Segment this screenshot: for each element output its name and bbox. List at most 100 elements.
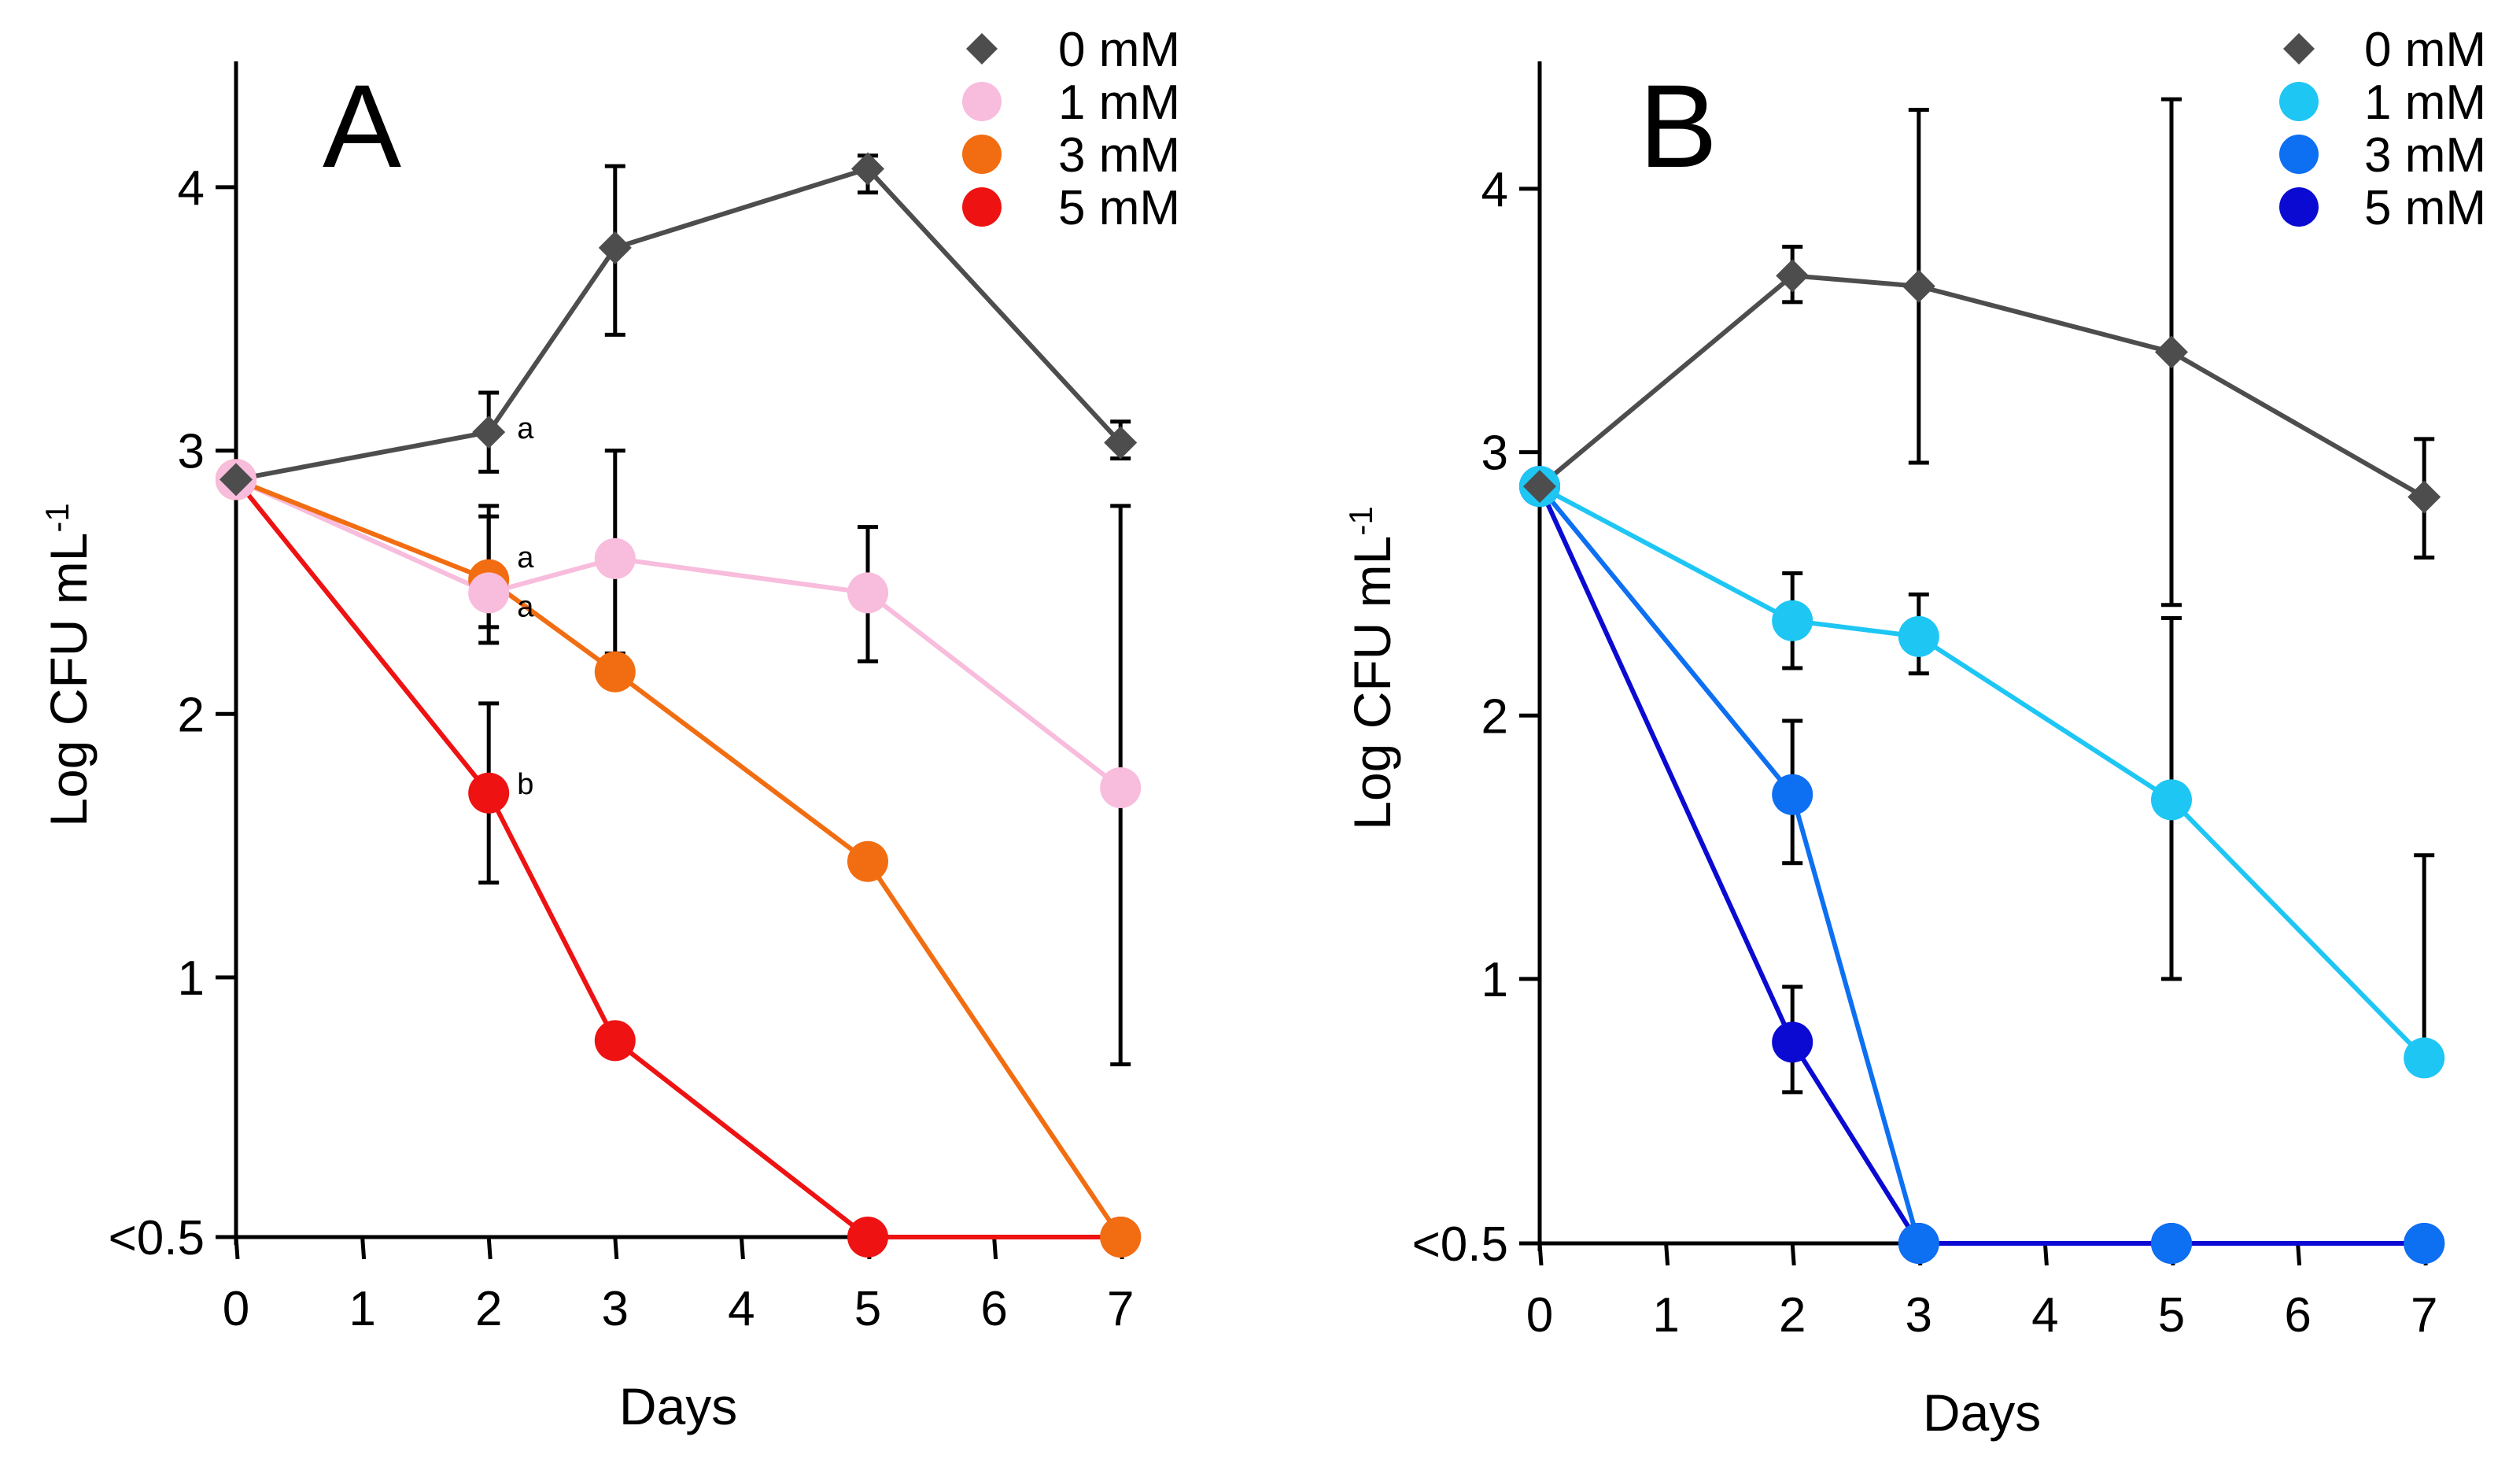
x-tick [613,1236,619,1260]
x-tick-label: 1 [1652,1288,1679,1343]
data-point [220,463,253,497]
data-point [594,537,636,579]
x-axis-title: Days [1923,1383,2041,1442]
y-axis-title: Log CFU mL-1 [39,503,98,826]
x-tick [234,1236,240,1260]
data-point [594,651,636,693]
data-point [1902,269,1935,303]
x-tick [360,1236,367,1260]
data-point [1523,470,1556,504]
x-tick-label: 4 [2031,1288,2058,1343]
panel-label: A [323,60,401,192]
data-point [1898,615,1939,657]
series-line [234,478,1121,1239]
x-tick-label: 0 [223,1282,249,1336]
data-point [2407,480,2441,514]
x-tick-label: 5 [854,1282,881,1336]
data-point [594,1020,636,1062]
x-tick [992,1236,998,1260]
x-tick-label: 3 [602,1282,629,1336]
y-tick-label: 3 [178,425,205,479]
data-point [2151,779,2192,821]
data-point [1772,774,1813,815]
y-tick-label: <0.5 [1412,1217,1508,1272]
series-line [1538,273,2426,500]
legend-label: 3 mM [2364,128,2486,183]
data-point [468,772,510,814]
panel-b: <0.5 1 2 3 4 0 1 2 3 4 5 6 7 Days Log CFU mL-1 B 0 mM1 m… [1342,23,2487,1442]
legend-label: 5 mM [2364,181,2486,235]
y-tick-label: <0.5 [109,1211,205,1265]
legend-marker [962,187,1002,227]
x-tick [1790,1243,1796,1266]
x-tick-label: 5 [2158,1288,2185,1343]
legend-marker [2279,187,2319,227]
y-tick-label: 4 [178,161,205,216]
significance-letter: a [517,541,534,574]
data-point [847,840,888,882]
legend-marker [2283,33,2315,65]
x-tick [2042,1243,2049,1266]
series-line [1538,484,2426,1060]
data-point [851,152,884,186]
y-axis-title-superscript: -1 [39,503,76,532]
x-axis-title: Days [619,1377,737,1435]
legend-label: 0 mM [2364,23,2486,77]
x-tick-label: 2 [1779,1288,1806,1343]
data-point [847,572,888,614]
data-point [2404,1037,2445,1079]
y-tick-label: 2 [1481,689,1508,744]
legend-label: 3 mM [1058,128,1180,183]
y-tick-label: 2 [178,688,205,742]
x-tick-label: 4 [728,1282,755,1336]
x-tick-label: 7 [2411,1288,2437,1343]
data-point [2155,335,2188,369]
data-point [1772,1021,1813,1063]
x-tick [739,1236,745,1260]
x-tick-label: 6 [2284,1288,2311,1343]
data-point [598,231,632,264]
legend-label: 5 mM [1058,181,1180,235]
data-point [1772,600,1813,641]
series-line [1537,485,2425,1246]
x-tick-label: 1 [349,1282,375,1336]
legend-label: 1 mM [2364,76,2486,130]
legend-marker [962,135,1002,174]
significance-letter: b [517,768,533,801]
y-axis-title: Log CFU mL-1 [1342,506,1402,829]
significance-letter: a [517,590,534,623]
x-tick [486,1236,493,1260]
x-tick-label: 0 [1526,1288,1553,1343]
data-point [1100,767,1142,809]
y-tick-label: 1 [1481,953,1508,1007]
legend-label: 0 mM [1058,23,1180,77]
legend-marker [2279,82,2319,121]
significance-letter: a [517,412,534,445]
data-point [1898,1223,1939,1264]
series-line [234,477,1123,1239]
data-point [2151,1223,2192,1264]
series-line [1537,485,2425,1246]
data-point [1776,259,1810,293]
data-point [2404,1223,2445,1264]
y-axis-title-superscript: -1 [1342,506,1379,535]
legend-marker [2279,135,2319,174]
x-tick-label: 7 [1107,1282,1134,1336]
y-tick-label: 1 [178,951,205,1006]
x-tick [1664,1243,1670,1266]
legend-marker [962,82,1002,121]
x-tick-label: 6 [980,1282,1007,1336]
data-point [468,572,510,614]
data-point [1104,426,1138,460]
data-point [1100,1217,1142,1258]
legend-label: 1 mM [1058,76,1180,130]
series-line [234,477,1123,790]
legend-marker [966,33,998,65]
x-tick-label: 2 [475,1282,502,1336]
y-tick-label: 3 [1481,427,1508,481]
data-point [847,1217,888,1258]
y-tick-label: 4 [1481,163,1508,217]
panel-label: B [1639,60,1718,192]
